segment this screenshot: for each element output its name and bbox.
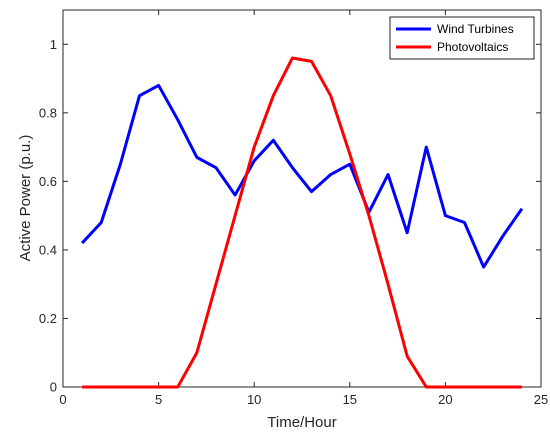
legend-label-wind-turbines: Wind Turbines [437, 22, 514, 36]
y-tick-label: 0.8 [39, 105, 57, 120]
x-tick-label: 25 [534, 392, 548, 407]
x-tick-label: 15 [343, 392, 357, 407]
x-axis-title: Time/Hour [267, 414, 336, 431]
y-axis-ticks: 0 0.2 0.4 0.6 0.8 1 [39, 37, 541, 395]
y-tick-label: 0.6 [39, 174, 57, 189]
legend-label-photovoltaics: Photovoltaics [437, 40, 508, 54]
plot-area [62, 9, 542, 388]
y-axis-title: Active Power (p.u.) [17, 135, 34, 262]
series-line-photovoltaics [82, 56, 522, 389]
series-line-wind-turbines [81, 83, 524, 269]
x-tick-label: 20 [438, 392, 452, 407]
series-lines [81, 56, 524, 389]
x-tick-label: 5 [155, 392, 162, 407]
legend-box [389, 16, 535, 60]
x-axis-ticks: 0 5 10 15 20 25 [59, 10, 548, 407]
x-tick-label: 10 [247, 392, 261, 407]
legend: Wind Turbines Photovoltaics [389, 16, 535, 60]
y-tick-label: 1 [50, 37, 57, 52]
y-tick-label: 0.2 [39, 311, 57, 326]
x-tick-label: 0 [59, 392, 66, 407]
y-tick-label: 0.4 [39, 242, 57, 257]
y-tick-label: 0 [50, 380, 57, 395]
